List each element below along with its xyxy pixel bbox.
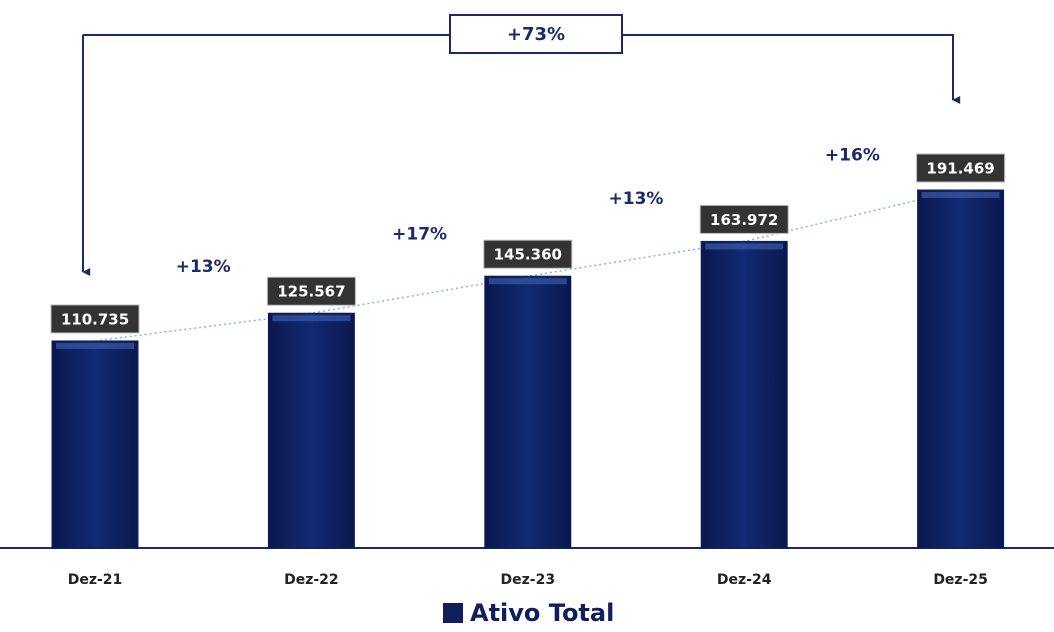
growth-label: +13%	[609, 189, 664, 209]
x-tick-label: Dez-25	[933, 572, 988, 588]
value-label-box	[699, 204, 789, 234]
value-label: 191.469	[926, 160, 994, 178]
bar-highlight	[272, 315, 351, 322]
bar	[267, 312, 355, 549]
bar-highlight	[488, 278, 567, 285]
growth-label: +13%	[176, 257, 231, 277]
value-label: 125.567	[277, 283, 345, 301]
bar	[51, 340, 139, 549]
x-tick-label: Dez-24	[717, 572, 772, 588]
x-tick-label: Dez-22	[284, 572, 339, 588]
bar-highlight	[921, 192, 1000, 198]
value-label-box	[266, 276, 356, 306]
x-tick-label: Dez-21	[68, 572, 123, 588]
legend-swatch	[443, 603, 463, 623]
value-label-box	[50, 304, 140, 334]
value-label: 145.360	[494, 246, 562, 264]
total-growth-label: +73%	[507, 24, 565, 45]
x-tick-label: Dez-23	[501, 572, 556, 588]
trend-line	[94, 189, 961, 342]
bar	[700, 240, 788, 549]
growth-label: +16%	[825, 146, 880, 166]
value-label: 163.972	[710, 211, 778, 229]
bar-highlight	[56, 342, 134, 349]
legend-label: Ativo Total	[470, 599, 614, 627]
growth-label: +17%	[392, 225, 447, 245]
bracket	[82, 34, 954, 272]
value-label: 110.735	[61, 310, 129, 328]
bar	[917, 189, 1005, 549]
value-label-box	[483, 239, 573, 269]
bar-highlight	[705, 243, 784, 250]
value-label-box	[916, 153, 1006, 183]
total-growth-box	[449, 14, 623, 54]
bar	[484, 275, 572, 549]
